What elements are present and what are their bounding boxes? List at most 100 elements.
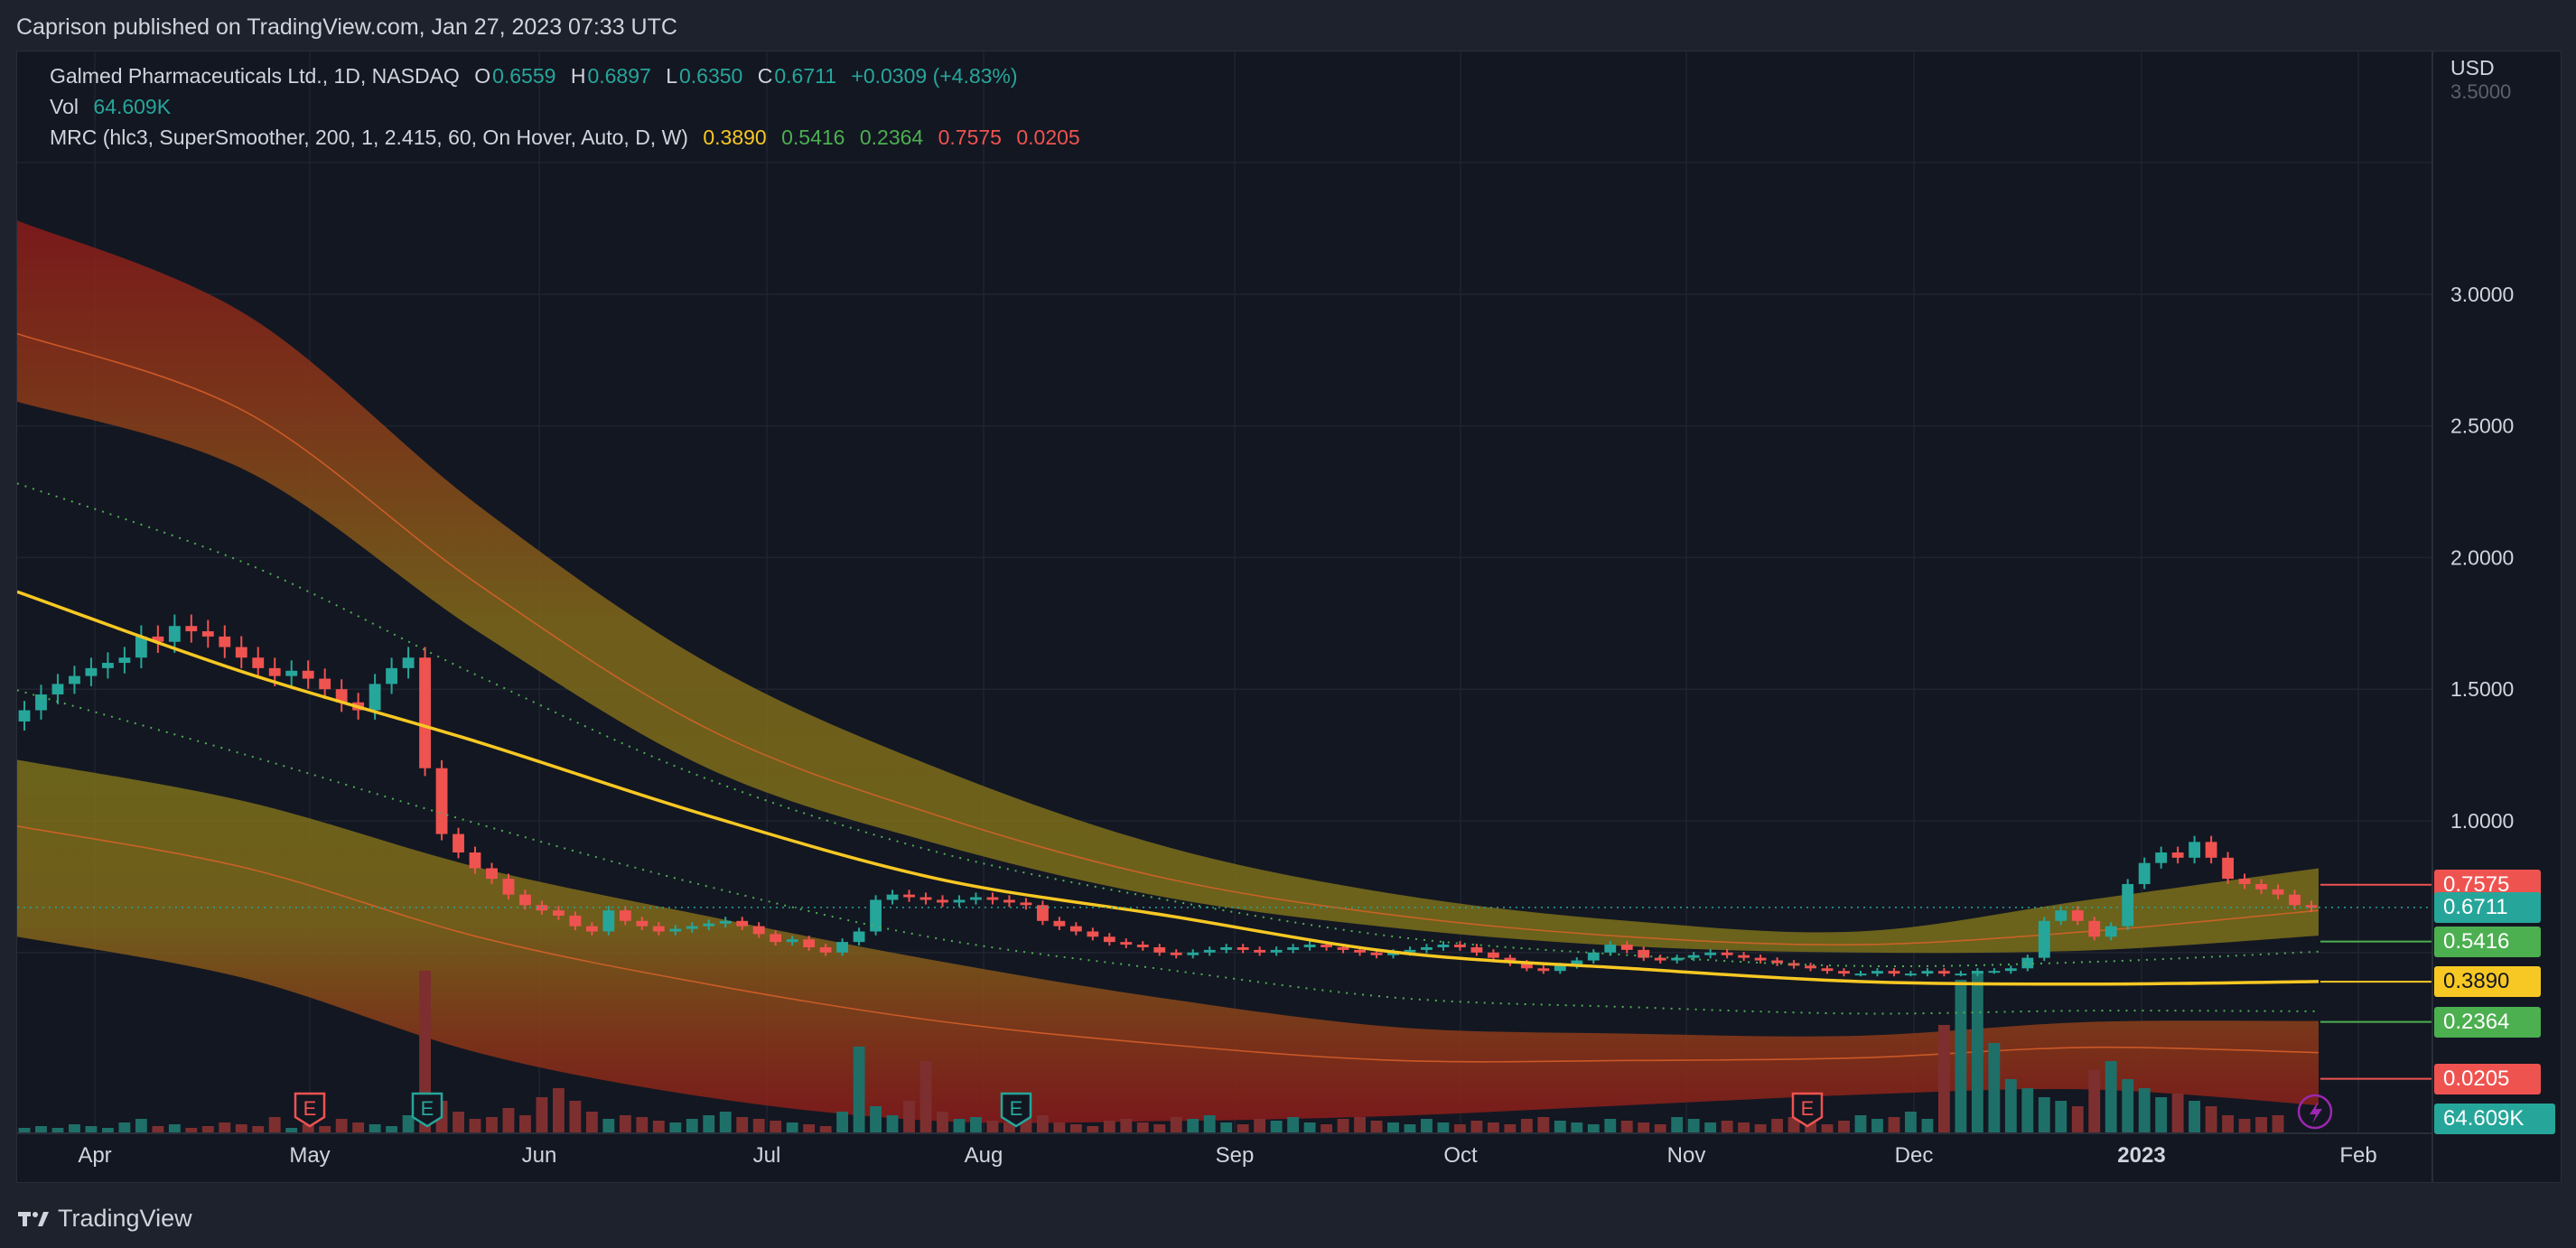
price-tag: 64.609K	[2434, 1104, 2555, 1134]
volume-bar	[1470, 1121, 1483, 1133]
candle-body	[1470, 946, 1483, 953]
volume-bar	[402, 1115, 415, 1133]
candle-body	[1187, 952, 1199, 955]
candle-body	[1838, 971, 1850, 974]
candle-body	[1136, 945, 1149, 947]
candle-body	[386, 667, 398, 685]
volume-bar	[1136, 1122, 1149, 1133]
candle-body	[201, 631, 214, 637]
candle-body	[919, 897, 932, 900]
candle-body	[1454, 945, 1466, 947]
chart-frame[interactable]: E E E E USD 3.5000 3.0000 2.5000 2.0000 1.5000 1.…	[16, 51, 2562, 1184]
volume-bar	[1671, 1117, 1684, 1133]
candle-body	[252, 657, 265, 668]
volume-bar	[69, 1124, 80, 1133]
candle-body	[219, 636, 231, 647]
earnings-marker[interactable]: E	[294, 1092, 326, 1128]
candle-body	[669, 928, 682, 932]
price-tick-label: 2.5000	[2450, 414, 2514, 438]
volume-bar	[2071, 1106, 2084, 1133]
volume-bar	[2122, 1079, 2134, 1133]
candle-body	[1638, 949, 1650, 958]
volume-bar	[2021, 1088, 2034, 1133]
candle-body	[519, 894, 531, 906]
volume-bar	[736, 1117, 749, 1133]
candle-body	[2071, 910, 2084, 921]
candle-body	[2155, 852, 2168, 863]
volume-bar	[51, 1128, 64, 1133]
volume-bar	[2105, 1061, 2117, 1133]
volume-bar	[1287, 1117, 1300, 1133]
volume-bar	[1754, 1124, 1767, 1133]
candle-body	[2289, 894, 2301, 906]
price-tick-label: 1.5000	[2450, 677, 2514, 701]
candle-body	[2038, 920, 2050, 958]
candle-body	[2189, 842, 2201, 858]
volume-bar	[836, 1112, 849, 1133]
volume-bar	[870, 1106, 882, 1133]
volume-bar	[1771, 1119, 1784, 1133]
volume-bar	[1687, 1119, 1700, 1133]
volume-bar	[1087, 1126, 1099, 1133]
candle-body	[2205, 842, 2217, 858]
price-tick-partial: 3.5000	[2450, 80, 2511, 103]
candle-body	[101, 663, 114, 668]
time-tick-label: Sep	[1216, 1143, 1255, 1168]
candle-body	[903, 894, 915, 898]
s1-dotted-line	[17, 689, 2319, 1015]
legend-mrc-r1: 0.5416	[781, 126, 845, 149]
volume-bar	[1654, 1124, 1666, 1133]
candle-body	[970, 897, 982, 900]
legend-change: +0.0309 (+4.83%)	[851, 64, 1018, 88]
lower-band	[17, 759, 2319, 1123]
candle-body	[285, 670, 298, 676]
candle-body	[703, 923, 715, 927]
candle-body	[51, 684, 64, 695]
volume-bar	[35, 1126, 47, 1133]
legend-h-label: H	[570, 64, 586, 88]
time-tick-label: May	[289, 1143, 330, 1168]
candle-body	[2004, 968, 2017, 972]
earnings-marker[interactable]: E	[1791, 1092, 1824, 1128]
volume-bars	[18, 971, 2284, 1133]
volume-bar	[919, 1061, 932, 1133]
volume-bar	[1704, 1122, 1717, 1133]
candle-body	[35, 694, 47, 711]
volume-bar	[1354, 1117, 1366, 1133]
earnings-marker-label: E	[421, 1097, 434, 1120]
volume-bar	[569, 1101, 582, 1133]
candle-body	[1287, 946, 1300, 950]
price-tick-label: 3.0000	[2450, 283, 2514, 306]
candle-body	[1687, 955, 1700, 958]
lightning-icon[interactable]	[2297, 1094, 2333, 1130]
candle-body	[770, 934, 782, 943]
candle-body	[1888, 971, 1900, 974]
candle-body	[886, 894, 899, 900]
earnings-marker[interactable]: E	[411, 1092, 443, 1128]
volume-bar	[1620, 1121, 1633, 1133]
candle-body	[2272, 889, 2284, 895]
candle-body	[1554, 965, 1566, 972]
legend-volume: Vol 64.609K	[50, 95, 180, 119]
candle-body	[1921, 971, 1934, 974]
volume-bar	[469, 1119, 481, 1133]
earnings-marker-label: E	[1010, 1097, 1023, 1120]
candle-body	[1871, 971, 1883, 974]
candle-body	[402, 657, 415, 668]
candle-body	[118, 657, 131, 664]
candle-body	[1738, 955, 1750, 958]
tradingview-logo[interactable]: TradingView	[18, 1205, 192, 1233]
volume-bar	[285, 1128, 298, 1133]
volume-bar	[1437, 1122, 1450, 1133]
volume-bar	[168, 1124, 181, 1133]
volume-bar	[937, 1112, 948, 1133]
earnings-marker[interactable]: E	[1000, 1092, 1032, 1128]
volume-bar	[1988, 1043, 2001, 1133]
volume-bar	[1321, 1124, 1332, 1133]
candle-body	[786, 939, 798, 943]
candle-body	[235, 647, 247, 658]
volume-bar	[786, 1122, 798, 1133]
